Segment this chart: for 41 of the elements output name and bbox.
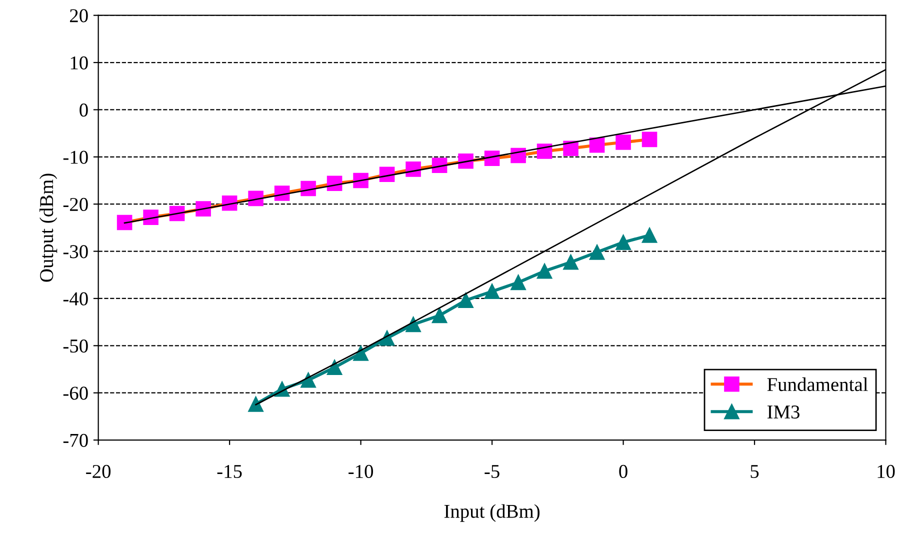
x-tick-label: -5 xyxy=(484,465,500,478)
point xyxy=(642,228,658,243)
point xyxy=(616,134,631,150)
point xyxy=(563,254,578,270)
point xyxy=(432,308,448,324)
x-tick-label: 10 xyxy=(878,464,895,478)
y-tick-label: -70 xyxy=(63,434,88,447)
point xyxy=(589,244,605,260)
point xyxy=(406,316,421,332)
point xyxy=(484,284,500,300)
y-tick-label: -30 xyxy=(63,245,88,258)
point xyxy=(510,274,526,290)
x-tick-label: 0 xyxy=(619,464,628,478)
y-tick-label: -10 xyxy=(63,150,88,164)
legend-label: IM3 xyxy=(767,406,800,419)
y-tick-label: 10 xyxy=(70,56,88,70)
point xyxy=(116,214,132,230)
y-tick-label: -20 xyxy=(63,198,88,212)
x-axis-title: Input (dBm) xyxy=(444,504,540,522)
point xyxy=(563,140,578,156)
x-tick-label: -10 xyxy=(348,464,374,478)
point xyxy=(300,372,316,388)
x-tick-label: -15 xyxy=(217,465,242,478)
y-tick-label: -40 xyxy=(63,292,88,306)
y-tick-label: -60 xyxy=(63,386,88,400)
point xyxy=(379,330,395,346)
y-tick-label: 20 xyxy=(70,9,88,22)
point xyxy=(458,292,474,308)
point xyxy=(536,263,552,279)
point xyxy=(326,360,342,376)
x-tick-label: 5 xyxy=(750,465,759,478)
point xyxy=(248,396,264,412)
point xyxy=(616,234,631,250)
y-tick-label: -50 xyxy=(63,339,88,353)
y-tick-label: 0 xyxy=(80,104,88,117)
point xyxy=(353,346,368,361)
point xyxy=(589,137,605,153)
point xyxy=(642,132,658,148)
legend-label: Fundamental xyxy=(767,377,868,392)
x-tick-label: -20 xyxy=(86,464,111,478)
y-axis-title: Output (dBm) xyxy=(39,174,58,282)
